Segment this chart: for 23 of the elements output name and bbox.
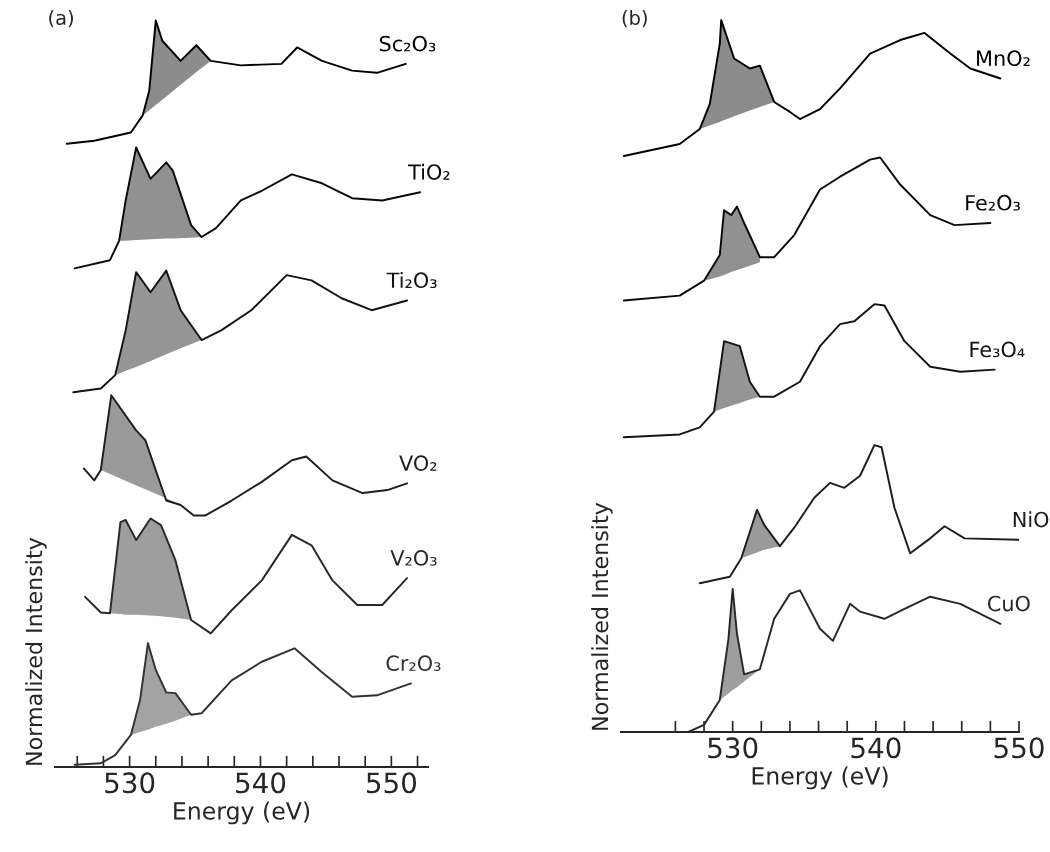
series-label: MnO₂ [977,50,1030,67]
x-tick-label: 540 [236,772,286,794]
x-axis-title: Energy (eV) [174,801,310,825]
x-tick-label: 530 [105,772,155,794]
series-label: NiO [1013,511,1049,528]
series-label: Ti₂O₃ [386,272,437,289]
x-tick-label: 530 [708,737,758,759]
series-label: TiO₂ [408,163,450,180]
series-label: VO₂ [399,455,437,471]
series-label: Cr₂O₃ [386,655,441,672]
x-tick-label: 550 [994,737,1044,759]
series-label: Fe₃O₄ [970,341,1025,358]
x-tick-label: 550 [366,772,417,794]
series-label: Sc₂O₃ [379,35,436,52]
series-label: Fe₂O₃ [966,194,1020,211]
chart-title: (a) [49,10,73,28]
x-axis-title: Energy (eV) [752,766,888,790]
chart-title: (b) [622,10,647,28]
series-label: CuO [987,595,1030,612]
y-axis-title: Normalized Intensity [591,502,613,730]
x-tick-label: 540 [851,737,901,759]
series-label: V₂O₃ [390,550,437,566]
y-axis-title: Normalized Intensity [25,537,47,765]
